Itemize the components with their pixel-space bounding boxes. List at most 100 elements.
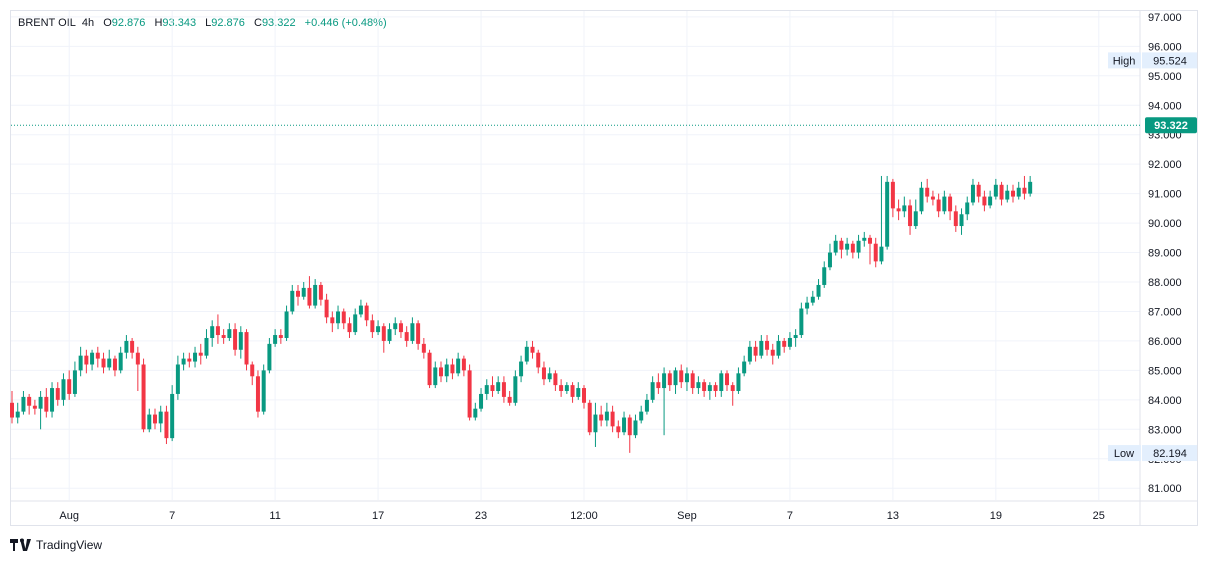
candlestick-chart[interactable]: 81.00082.00083.00084.00085.00086.00087.0…	[0, 0, 1209, 530]
candle-body	[147, 414, 152, 430]
candle-body	[553, 373, 558, 386]
candle-body	[130, 340, 135, 353]
y-tick-label: 94.000	[1148, 100, 1182, 112]
candle-body	[547, 373, 552, 380]
candle-body	[827, 252, 832, 268]
candle-body	[787, 337, 792, 347]
candle-body	[364, 305, 369, 321]
candle-body	[227, 329, 232, 338]
candle-body	[925, 187, 930, 197]
candle-layer	[10, 175, 1033, 453]
footer-brand: TradingView	[36, 538, 103, 552]
candle-body	[650, 382, 655, 400]
tradingview-logo-icon	[10, 538, 31, 551]
x-tick-label: 23	[475, 510, 487, 522]
candle-body	[868, 237, 872, 244]
low-label: Low	[1114, 448, 1134, 460]
candle-body	[696, 382, 701, 389]
x-tick-label: 7	[787, 510, 793, 522]
candle-body	[976, 184, 981, 197]
candle-body	[353, 314, 358, 333]
x-tick-label: 17	[372, 510, 384, 522]
candle-body	[267, 343, 272, 371]
candle-body	[38, 396, 43, 409]
candle-body	[719, 373, 724, 392]
candle-body	[507, 396, 512, 403]
candle-body	[55, 388, 60, 400]
candle-body	[61, 379, 66, 400]
candle-body	[582, 388, 586, 403]
candle-body	[101, 358, 106, 368]
candle-body	[936, 199, 941, 212]
candle-body	[970, 184, 975, 203]
candle-body	[15, 411, 20, 418]
chart-frame[interactable]	[10, 10, 1198, 526]
y-tick-label: 81.000	[1148, 483, 1182, 495]
candle-body	[633, 420, 638, 436]
high-label-box	[1108, 52, 1141, 69]
candle-body	[999, 184, 1004, 200]
candle-body	[313, 284, 318, 306]
candle-body	[67, 379, 72, 394]
candle-body	[181, 358, 186, 365]
candle-body	[175, 364, 180, 394]
candle-body	[170, 393, 175, 439]
candle-body	[559, 385, 564, 392]
candle-body	[27, 396, 32, 406]
candle-body	[78, 355, 83, 371]
candle-body	[644, 399, 649, 412]
candle-body	[72, 370, 77, 394]
high-label: High	[1113, 55, 1136, 67]
legend-close: 93.322	[261, 17, 296, 29]
candle-body	[576, 388, 581, 397]
y-tick-label: 92.000	[1148, 159, 1182, 171]
legend-low-label: L	[205, 17, 212, 29]
candle-body	[153, 414, 157, 424]
candle-body	[439, 367, 443, 377]
tradingview-footer[interactable]: TradingView	[10, 538, 102, 552]
candle-body	[627, 417, 632, 436]
candle-body	[21, 396, 26, 412]
candle-body	[244, 332, 249, 365]
candle-body	[393, 323, 398, 330]
candle-body	[496, 382, 501, 392]
candle-body	[604, 411, 609, 421]
candle-body	[124, 340, 129, 353]
x-tick-label: 7	[169, 510, 175, 522]
candle-body	[862, 237, 867, 241]
candle-body	[850, 243, 855, 253]
candle-body	[965, 202, 970, 215]
candle-body	[187, 358, 192, 362]
candle-body	[885, 181, 890, 247]
candle-body	[570, 385, 575, 397]
candle-body	[616, 426, 621, 433]
candle-body	[158, 411, 163, 424]
low-value: 82.194	[1153, 448, 1187, 460]
candle-body	[307, 287, 312, 306]
candle-body	[376, 326, 381, 333]
candle-body	[673, 370, 678, 386]
candle-body	[593, 414, 598, 433]
legend-high: 93.343	[162, 17, 197, 29]
x-tick-label: Sep	[677, 510, 697, 522]
candle-body	[896, 208, 901, 212]
candle-body	[782, 340, 787, 347]
candle-body	[639, 411, 644, 421]
candle-body	[765, 340, 770, 350]
candle-body	[845, 243, 850, 250]
y-tick-label: 88.000	[1148, 277, 1182, 289]
candle-body	[610, 411, 615, 427]
candle-body	[679, 370, 684, 383]
candle-body	[770, 349, 775, 356]
last-price-label: 93.322	[1154, 120, 1188, 132]
candle-body	[524, 346, 529, 362]
candle-body	[347, 323, 352, 333]
candle-body	[324, 299, 329, 318]
candle-body	[50, 388, 55, 412]
candle-body	[135, 352, 140, 365]
candle-body	[421, 343, 426, 353]
candle-body	[410, 323, 415, 341]
candle-body	[776, 340, 781, 356]
candle-body	[318, 284, 323, 300]
candle-body	[141, 364, 146, 430]
